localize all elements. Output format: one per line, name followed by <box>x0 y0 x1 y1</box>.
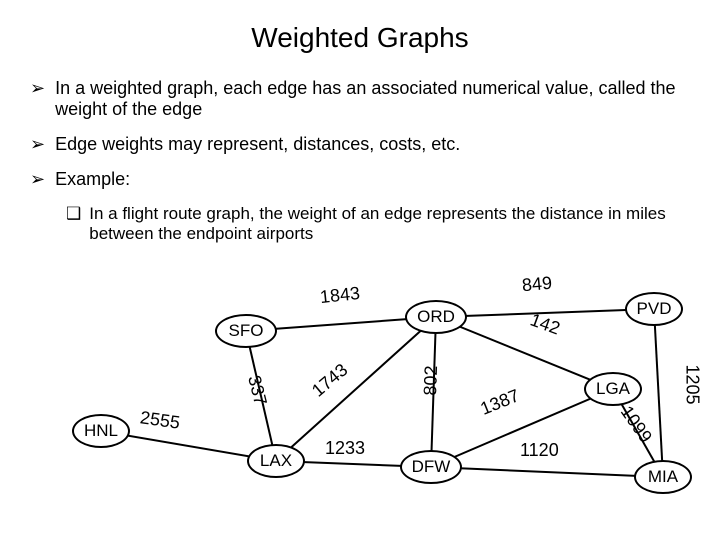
graph-node-dfw: DFW <box>400 450 462 484</box>
bullet-item: ➢ In a weighted graph, each edge has an … <box>30 78 690 120</box>
graph-node-hnl: HNL <box>72 414 130 448</box>
bullet-marker-icon: ➢ <box>30 169 45 190</box>
bullet-item: ➢ Edge weights may represent, distances,… <box>30 134 690 155</box>
edge-weight-sfo-lax: 337 <box>243 373 271 407</box>
edge-weight-lax-ord: 1743 <box>308 360 352 402</box>
graph-node-mia: MIA <box>634 460 692 494</box>
edge-weight-ord-lga: 142 <box>527 309 562 339</box>
graph-node-ord: ORD <box>405 300 467 334</box>
bullet-list: ➢ In a weighted graph, each edge has an … <box>0 54 720 244</box>
edge-weight-dfw-lga: 1387 <box>478 385 523 419</box>
edge-weight-lax-dfw: 1233 <box>325 438 365 459</box>
subbullet-text: In a flight route graph, the weight of a… <box>89 204 690 244</box>
edge-weight-dfw-mia: 1120 <box>520 440 559 461</box>
edge-weight-sfo-ord: 1843 <box>319 283 361 308</box>
bullet-text: Example: <box>55 169 130 190</box>
edge-weight-hnl-lax: 2555 <box>139 407 182 433</box>
graph-edge <box>431 467 663 477</box>
bullet-text: In a weighted graph, each edge has an as… <box>55 78 690 120</box>
edge-weight-pvd-mia: 1205 <box>682 364 703 404</box>
graph-canvas: HNL SFO LAX ORD DFW LGA PVD MIA 2555 337 1843 1743 1… <box>0 252 720 492</box>
graph-node-lga: LGA <box>584 372 642 406</box>
subbullet-marker-icon: ❑ <box>66 204 81 224</box>
subbullet-item: ❑ In a flight route graph, the weight of… <box>66 204 690 244</box>
bullet-item: ➢ Example: <box>30 169 690 190</box>
graph-node-sfo: SFO <box>215 314 277 348</box>
graph-edge <box>436 317 613 389</box>
bullet-text: Edge weights may represent, distances, c… <box>55 134 460 155</box>
edge-weight-ord-pvd: 849 <box>521 273 553 297</box>
graph-node-pvd: PVD <box>625 292 683 326</box>
edge-weight-lga-mia: 1099 <box>616 402 656 447</box>
bullet-marker-icon: ➢ <box>30 78 45 99</box>
bullet-marker-icon: ➢ <box>30 134 45 155</box>
graph-edge <box>654 309 663 477</box>
graph-node-lax: LAX <box>247 444 305 478</box>
page-title: Weighted Graphs <box>0 0 720 54</box>
edge-weight-ord-dfw: 802 <box>420 365 442 396</box>
